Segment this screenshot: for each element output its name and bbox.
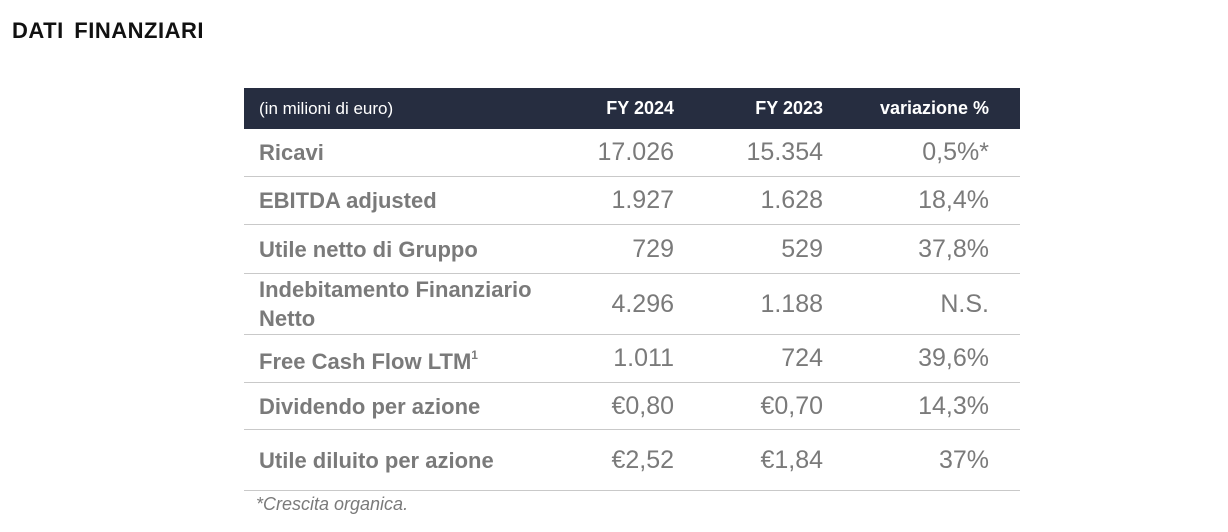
value-variation: 14,3% — [918, 391, 989, 420]
value-fy2023: €0,70 — [760, 391, 823, 420]
row-label-text: Free Cash Flow LTM — [259, 349, 472, 374]
table-row: Ricavi 17.026 15.354 0,5%* — [244, 129, 1020, 177]
value-fy2024: 17.026 — [597, 138, 674, 166]
value-variation: 37,8% — [918, 234, 989, 263]
value-fy2024: 4.296 — [611, 289, 674, 318]
value-variation: N.S. — [940, 289, 989, 318]
row-label: Free Cash Flow LTM1 — [244, 341, 552, 376]
value-fy2023: €1,84 — [760, 445, 823, 474]
value-fy2024: 729 — [632, 234, 674, 263]
financial-table: (in milioni di euro) FY 2024 FY 2023 var… — [244, 88, 1020, 491]
row-label: Utile netto di Gruppo — [259, 236, 478, 262]
row-label: EBITDA adjusted — [259, 188, 437, 213]
value-fy2024: 1.927 — [611, 186, 674, 214]
value-variation: 18,4% — [918, 186, 989, 214]
table-row: Indebitamento Finanziario Netto 4.296 1.… — [244, 274, 1020, 335]
row-label: Ricavi — [259, 140, 324, 165]
value-variation: 39,6% — [918, 344, 989, 372]
header-fy2023: FY 2023 — [755, 98, 823, 118]
table-row: Utile netto di Gruppo 729 529 37,8% — [244, 225, 1020, 274]
value-fy2023: 529 — [781, 234, 823, 263]
row-label: Dividendo per azione — [259, 393, 481, 419]
value-fy2024: €2,52 — [611, 445, 674, 474]
row-label: Utile diluito per azione — [259, 447, 494, 473]
value-fy2024: 1.011 — [613, 344, 674, 372]
footnote: *Crescita organica. — [256, 494, 409, 514]
value-fy2023: 1.188 — [760, 289, 823, 318]
table-row: Dividendo per azione €0,80 €0,70 14,3% — [244, 383, 1020, 430]
value-fy2023: 724 — [781, 344, 823, 372]
row-label: Indebitamento Finanziario Netto — [259, 277, 532, 331]
value-variation: 0,5%* — [922, 138, 989, 166]
value-fy2023: 1.628 — [760, 186, 823, 214]
header-unit-label: (in milioni di euro) — [259, 99, 394, 118]
value-variation: 37% — [938, 445, 989, 474]
table-row: Free Cash Flow LTM1 1.011 724 39,6% — [244, 335, 1020, 383]
page-title: DATI FINANZIARI — [12, 18, 204, 43]
value-fy2024: €0,80 — [611, 391, 674, 420]
table-header-row: (in milioni di euro) FY 2024 FY 2023 var… — [244, 88, 1020, 129]
value-fy2023: 15.354 — [746, 138, 823, 166]
header-variation: variazione % — [879, 98, 989, 118]
footnote-marker: 1 — [471, 348, 478, 362]
table-row: Utile diluito per azione €2,52 €1,84 37% — [244, 430, 1020, 491]
table-row: EBITDA adjusted 1.927 1.628 18,4% — [244, 177, 1020, 225]
header-fy2024: FY 2024 — [606, 98, 674, 118]
